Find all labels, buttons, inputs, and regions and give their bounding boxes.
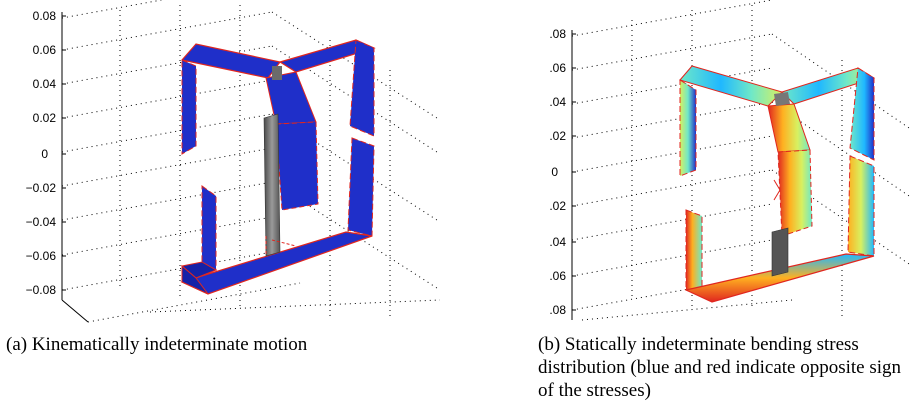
- right-lower-plate: [847, 155, 875, 257]
- tick-label: 0: [41, 147, 48, 161]
- tick-label: 0.04: [33, 77, 57, 91]
- z-tick-labels-a: 0.08 0.06 0.04 0.02 0 −0.02 −0.04 −0.06 …: [26, 9, 57, 297]
- tick-label: .04: [549, 235, 566, 249]
- tick-label: 0: [551, 165, 558, 179]
- grid-b: [571, 0, 913, 321]
- center-lower-plate: [777, 149, 813, 237]
- left-upper-plate: [181, 59, 197, 155]
- tick-label: −0.08: [26, 283, 57, 297]
- left-lower-plate: [201, 185, 217, 271]
- central-post: [263, 113, 281, 257]
- figure-b: .08 .06 .04 .02 0 .02 .04 .06 .08: [462, 0, 923, 406]
- grid-a: [61, 0, 441, 323]
- tick-label: −0.02: [26, 181, 57, 195]
- mechanism-b: [679, 65, 876, 303]
- tick-label: −0.04: [26, 215, 57, 229]
- figure-a: 0.08 0.06 0.04 0.02 0 −0.02 −0.04 −0.06 …: [0, 0, 461, 406]
- post-cap: [774, 92, 790, 106]
- tick-label: 0.06: [33, 43, 57, 57]
- tick-label: .08: [549, 27, 566, 41]
- tick-label: .02: [549, 129, 566, 143]
- right-lower-plate: [347, 137, 375, 237]
- top-left-plate: [180, 43, 282, 79]
- plot-a: 0.08 0.06 0.04 0.02 0 −0.02 −0.04 −0.06 …: [26, 0, 441, 323]
- center-lower-plate: [275, 121, 319, 211]
- center-upper-plate: [767, 103, 811, 153]
- mechanism-a: [180, 39, 376, 295]
- tick-label: .08: [549, 303, 566, 317]
- z-tick-labels-b: .08 .06 .04 .02 0 .02 .04 .06 .08: [549, 27, 566, 317]
- x-axis-line: [61, 299, 89, 323]
- tick-label: .04: [549, 95, 566, 109]
- figure-caption: (a) Kinematically indeterminate motion: [6, 334, 308, 355]
- bottom-corner-plate: [181, 264, 209, 295]
- bottom-plate: [684, 253, 875, 303]
- right-upper-plate: [349, 39, 375, 137]
- tick-label: .06: [549, 269, 566, 283]
- tick-label: 0.02: [33, 111, 57, 125]
- left-lower-plate: [685, 209, 703, 297]
- post-cap: [272, 66, 282, 80]
- tick-label: 0.08: [33, 9, 57, 23]
- z-ticks-b: [572, 33, 576, 311]
- central-post: [771, 227, 789, 277]
- right-upper-plate: [849, 67, 875, 161]
- figure-caption: (b) Statically indeterminate bending str…: [538, 334, 902, 401]
- left-upper-plate: [679, 79, 697, 177]
- z-ticks-a: [62, 15, 66, 291]
- tick-label: .02: [549, 199, 566, 213]
- tick-label: .06: [549, 61, 566, 75]
- plot-b: .08 .06 .04 .02 0 .02 .04 .06 .08: [549, 0, 913, 321]
- tick-label: −0.06: [26, 249, 57, 263]
